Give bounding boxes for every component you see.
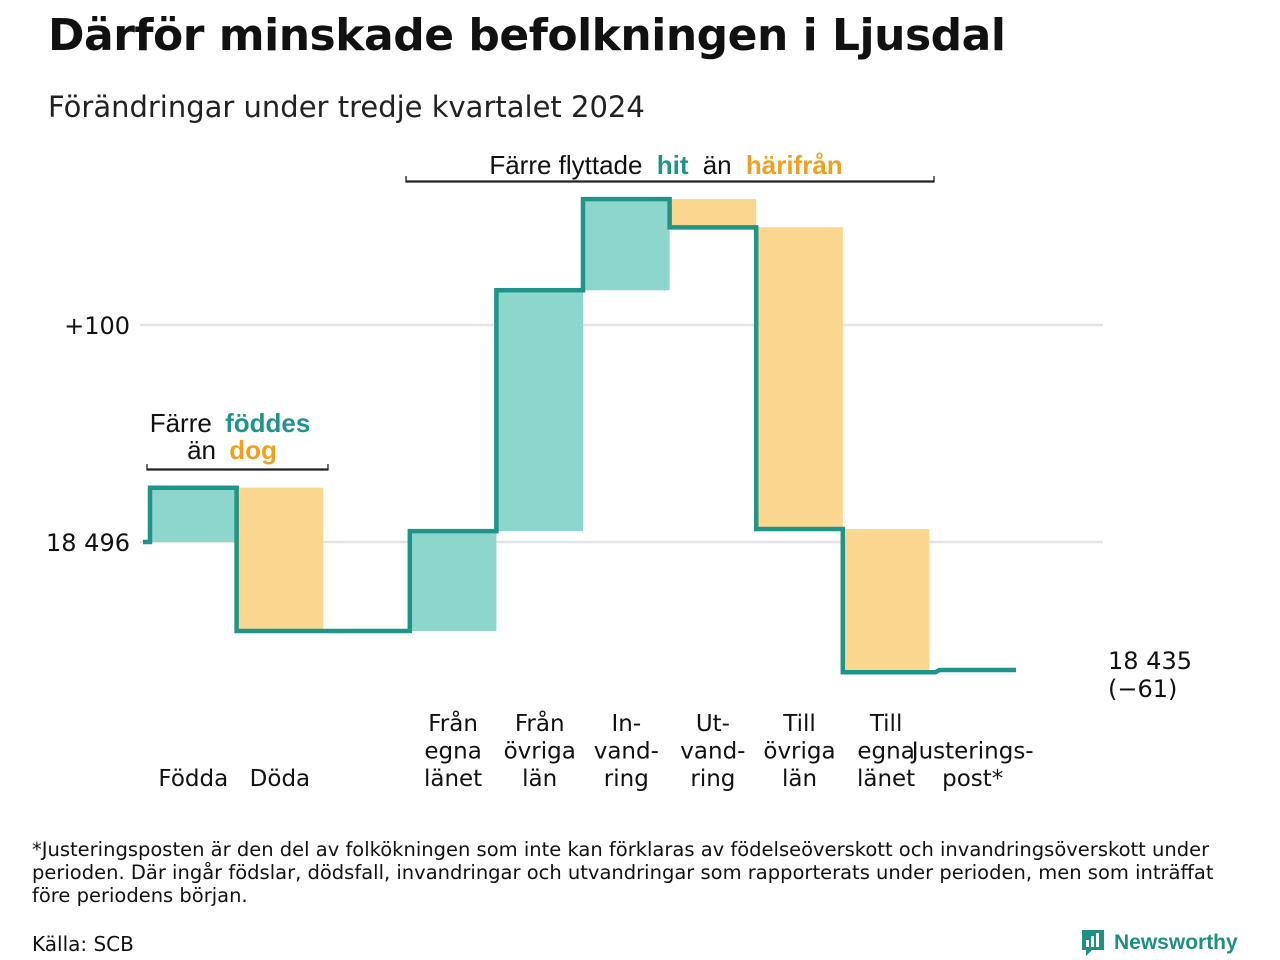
- brand-name: Newsworthy: [1114, 931, 1238, 954]
- bar-inflow: [583, 199, 670, 291]
- category-label: Födda: [158, 766, 228, 792]
- brand-logo: Newsworthy: [1080, 928, 1238, 958]
- waterfall-chart: 18 496 +100 Födda Döda Från egna länet Från övr…: [46, 150, 1192, 792]
- death-annotation-highlight: dog: [229, 435, 277, 465]
- newsworthy-logo-icon: [1082, 930, 1104, 956]
- category-label: In-vand-ring: [594, 711, 659, 792]
- chart-title: Därför minskade befolkningen i Ljusdal: [48, 10, 1006, 61]
- running-total-line: [143, 196, 1016, 675]
- end-change-label: (−61): [1108, 675, 1177, 703]
- migration-out-highlight: härifrån: [746, 150, 843, 180]
- bar-inflow: [409, 531, 497, 631]
- migration-bracket: [405, 176, 935, 183]
- category-label: Till övriga län: [763, 711, 835, 792]
- birth-annotation-text-2: än: [187, 435, 216, 465]
- category-label: Från övriga län: [504, 709, 576, 792]
- bar-outflow: [236, 487, 324, 631]
- source-label: Källa: SCB: [32, 932, 134, 956]
- bar-inflow: [150, 487, 237, 542]
- bar-outflow: [756, 227, 843, 529]
- running-total-line: [143, 196, 1016, 675]
- birth-annotation: Färre föddes än dog: [146, 408, 329, 471]
- bar-outflow: [842, 528, 930, 673]
- svg-text:Färre föddes: Färre föddes: [150, 408, 311, 438]
- category-label: Till egna länet: [857, 711, 915, 792]
- bars: [150, 199, 930, 673]
- birth-annotation-text: Färre: [150, 408, 212, 438]
- category-label: Från egna länet: [424, 709, 482, 792]
- bar-inflow: [496, 290, 583, 532]
- migration-annotation: Färre flyttade hit än härifrån: [405, 150, 935, 183]
- category-label: Justerings-post*: [910, 739, 1034, 793]
- category-labels: Födda Döda Från egna länet Från övriga län In-va…: [158, 709, 1033, 792]
- svg-text:än dog: än dog: [187, 435, 277, 465]
- bar-outflow: [669, 199, 757, 228]
- birth-annotation-highlight: föddes: [225, 408, 310, 438]
- migration-in-highlight: hit: [657, 150, 689, 180]
- footnote: *Justeringsposten är den del av folkökni…: [32, 838, 1214, 907]
- y-tick-label: +100: [64, 312, 130, 340]
- category-label: Ut-vand-ring: [680, 711, 745, 792]
- end-value-label: 18 435: [1108, 647, 1192, 675]
- migration-annotation-mid: än: [703, 150, 732, 180]
- y-tick-labels: 18 496 +100: [46, 312, 130, 557]
- migration-annotation-text: Färre flyttade: [489, 150, 642, 180]
- chart-subtitle: Förändringar under tredje kvartalet 2024: [48, 90, 645, 124]
- birth-bracket: [146, 464, 329, 471]
- y-tick-label: 18 496: [46, 529, 130, 557]
- category-label: Döda: [250, 766, 310, 792]
- svg-text:Färre flyttade hit: Färre flyttade hit än härifrån: [489, 150, 842, 180]
